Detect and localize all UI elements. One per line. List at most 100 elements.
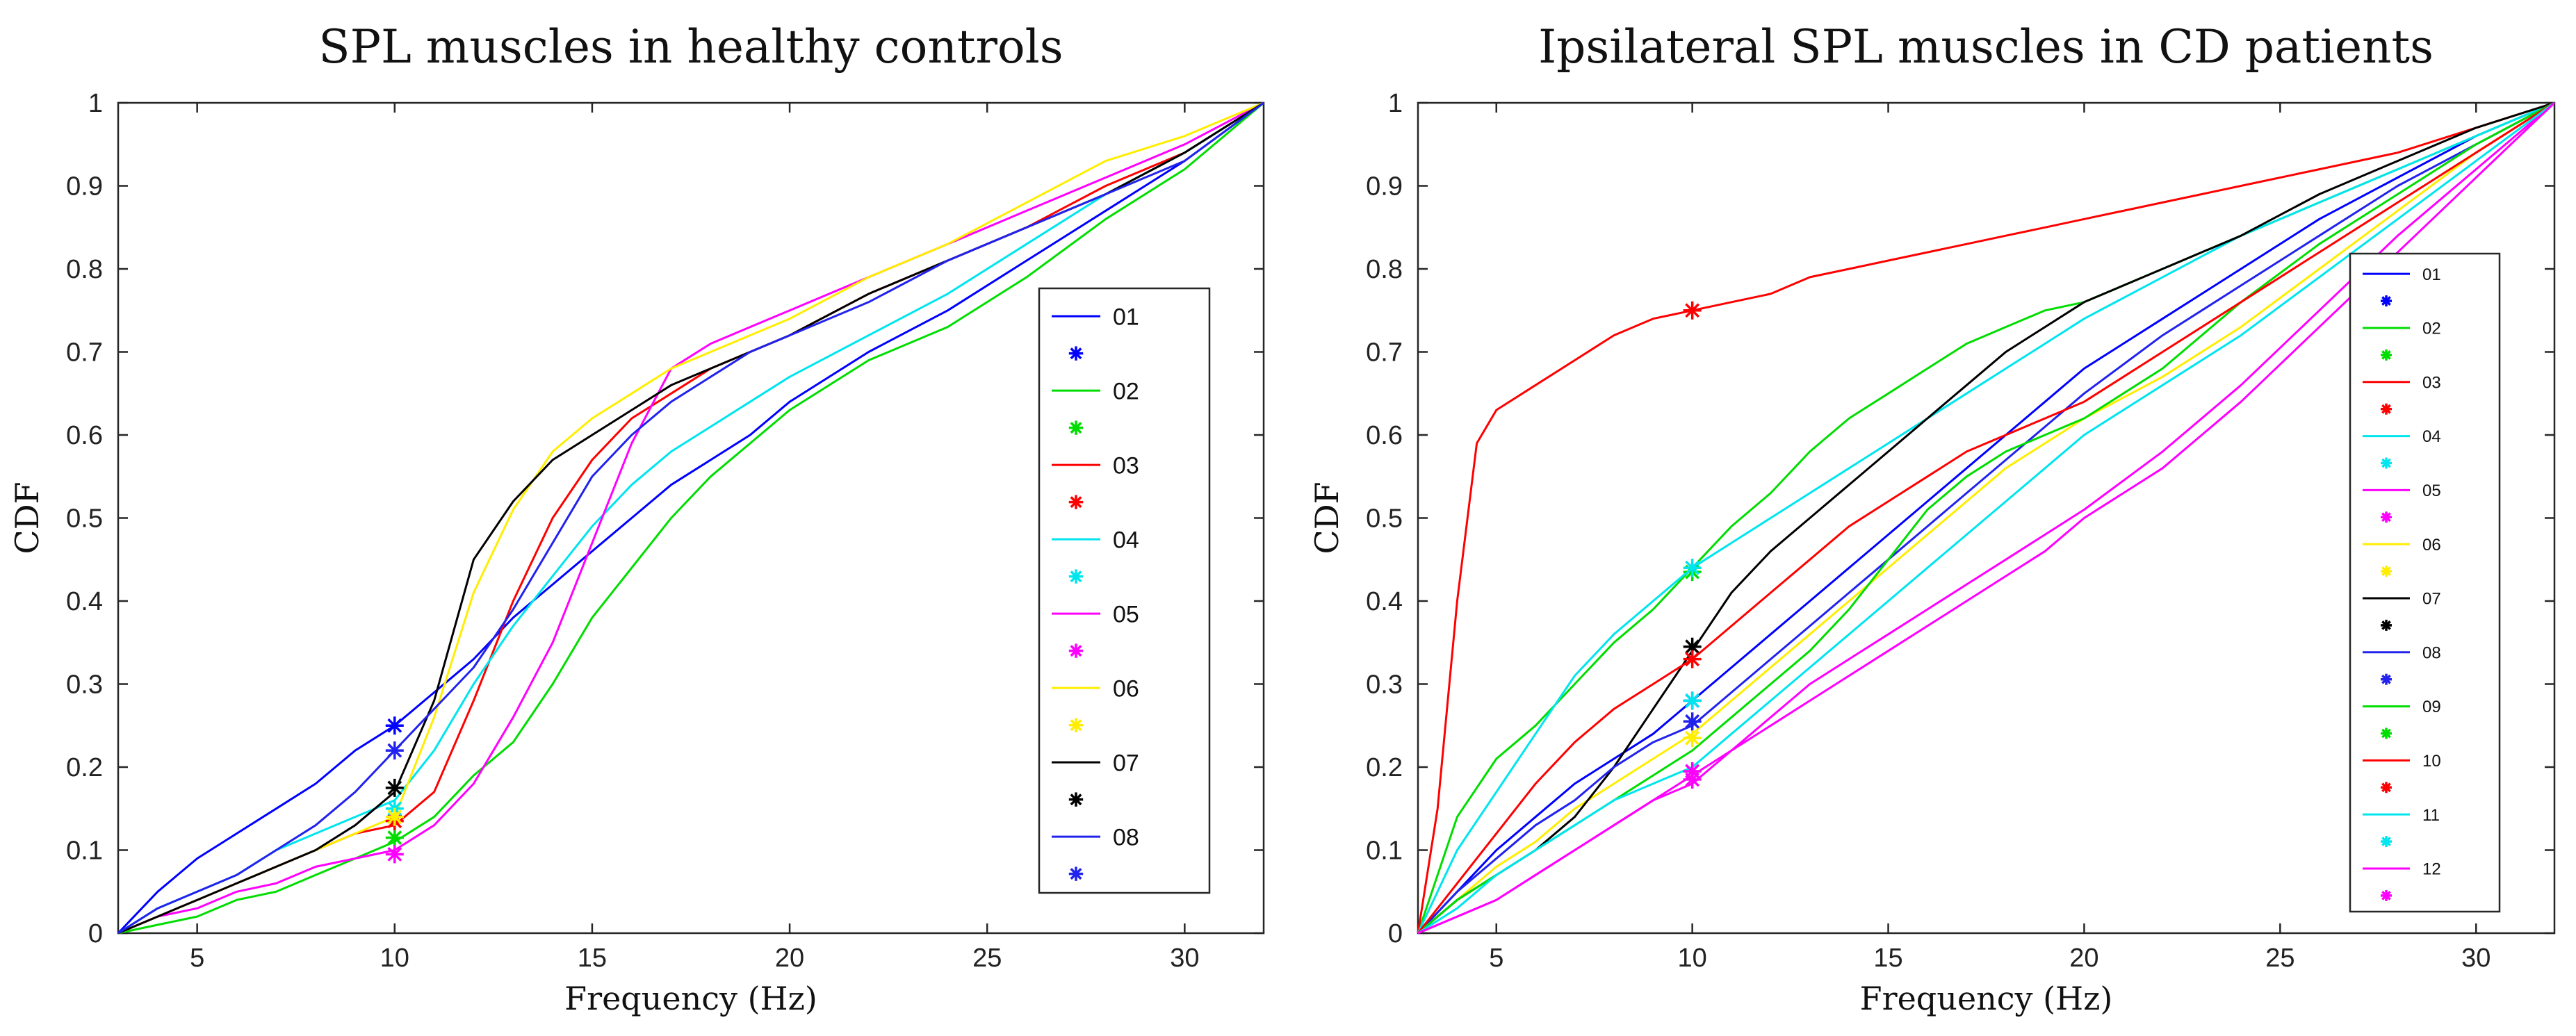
legend-label-11: 11 [2422,806,2440,825]
x-tick-label: 15 [578,944,607,973]
legend-marker-03 [2381,403,2392,415]
x-axis-label: Frequency (Hz) [1860,980,2113,1017]
legend: 01 02 03 04 05 06 07 08 09 10 11 12 [2349,252,2501,913]
legend-marker-07 [2381,619,2392,631]
legend-marker-09 [2381,727,2392,739]
y-tick-label: 0.9 [66,172,103,202]
y-tick-label: 0.3 [66,671,103,700]
legend-label-04: 04 [1113,527,1139,553]
legend-label-05: 05 [1113,601,1139,627]
legend-box [1038,287,1211,894]
x-tick-label: 5 [190,944,204,973]
y-tick-label: 0.1 [66,837,103,866]
y-tick-label: 0.7 [66,338,103,368]
x-tick-label: 5 [1489,944,1503,973]
series-line-03 [1417,101,2555,934]
marker-06 [385,807,404,826]
legend-label-12: 12 [2422,860,2441,879]
marker-04 [1683,559,1702,577]
legend-marker-04 [1068,569,1084,584]
series-line-08 [117,101,1264,935]
x-tick-label: 20 [2069,944,2098,973]
series-line-12 [1417,101,2556,935]
marker-08 [1683,712,1702,731]
legend-marker-07 [1068,792,1084,807]
legend-label-01: 01 [1113,304,1139,330]
x-tick-label: 10 [380,944,409,973]
legend-marker-03 [1068,495,1084,509]
legend-label-04: 04 [2422,427,2441,446]
series-line-01 [117,101,1264,935]
legend-label-08: 08 [2422,643,2441,662]
legend-marker-10 [2381,782,2392,794]
marker-05 [385,845,404,864]
series-line-08 [1417,101,2555,935]
y-tick-label: 0.5 [66,504,103,534]
x-tick-label: 25 [972,944,1002,973]
legend-label-05: 05 [2422,482,2441,500]
y-tick-label: 0.7 [1366,338,1403,368]
series-line-05 [117,101,1264,935]
x-tick-label: 30 [1170,944,1199,973]
legend-label-06: 06 [1113,675,1139,702]
legend-marker-01 [1068,346,1084,361]
series-line-11 [1417,101,2555,935]
y-tick-label: 1 [1388,89,1403,118]
marker-07 [385,778,404,797]
legend-label-07: 07 [2422,590,2441,609]
legend-label-02: 02 [2422,320,2441,338]
legend-marker-02 [1068,420,1084,435]
x-tick-label: 30 [2461,944,2491,973]
marker-06 [1683,729,1702,748]
series-line-04 [1417,101,2555,934]
legend: 01 02 03 04 05 06 07 08 [1038,287,1211,894]
marker-01 [385,716,404,735]
legend-marker-05 [1068,643,1084,658]
marker-12 [1683,762,1702,780]
legend-label-03: 03 [2422,373,2441,392]
legend-marker-01 [2381,295,2392,307]
legend-label-09: 09 [2422,698,2441,716]
y-tick-label: 0.8 [1366,255,1403,284]
chart-panel-2: Ipsilateral SPL muscles in CD patients 5 1… [1308,20,2556,1017]
chart-title: SPL muscles in healthy controls [318,20,1063,74]
marker-07 [1683,637,1702,656]
y-tick-label: 0.4 [1366,587,1403,616]
x-axis-label: Frequency (Hz) [564,980,817,1017]
legend-marker-06 [2381,566,2392,577]
y-tick-label: 0.8 [66,255,103,284]
legend-marker-12 [2381,889,2392,901]
legend-label-06: 06 [2422,536,2441,554]
y-tick-label: 0.5 [1366,504,1403,534]
y-tick-label: 0.3 [1366,671,1403,700]
legend-marker-08 [2381,673,2392,685]
marker-03 [1683,301,1702,320]
legend-marker-04 [2381,457,2392,469]
series-line-01 [1417,101,2555,935]
y-tick-label: 0.6 [66,421,103,450]
x-tick-label: 15 [1873,944,1902,973]
series-line-02 [117,101,1264,935]
marker-10 [1683,650,1702,668]
x-tick-label: 25 [2265,944,2294,973]
legend-marker-02 [2381,349,2392,361]
legend-label-08: 08 [1113,824,1139,850]
y-axis-label: CDF [8,482,46,554]
legend-label-02: 02 [1113,378,1139,404]
legend-marker-11 [2381,836,2392,848]
y-tick-label: 0 [1388,919,1403,948]
series-line-10 [1417,101,2555,934]
legend-box [2349,252,2501,913]
y-tick-label: 0.2 [66,753,103,782]
legend-marker-05 [2381,511,2392,523]
y-tick-label: 0 [88,919,103,948]
marker-08 [385,741,404,760]
series-line-07 [1417,101,2555,935]
chart-title: Ipsilateral SPL muscles in CD patients [1538,20,2434,74]
legend-label-03: 03 [1113,452,1139,479]
legend-label-07: 07 [1113,750,1139,776]
legend-marker-06 [1068,718,1084,732]
y-tick-label: 0.9 [1366,172,1403,202]
y-tick-label: 0.6 [1366,421,1403,450]
